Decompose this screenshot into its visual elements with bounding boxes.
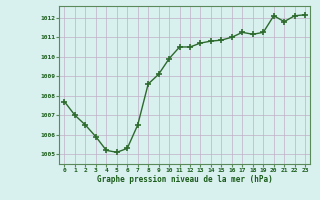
X-axis label: Graphe pression niveau de la mer (hPa): Graphe pression niveau de la mer (hPa) — [97, 175, 273, 184]
